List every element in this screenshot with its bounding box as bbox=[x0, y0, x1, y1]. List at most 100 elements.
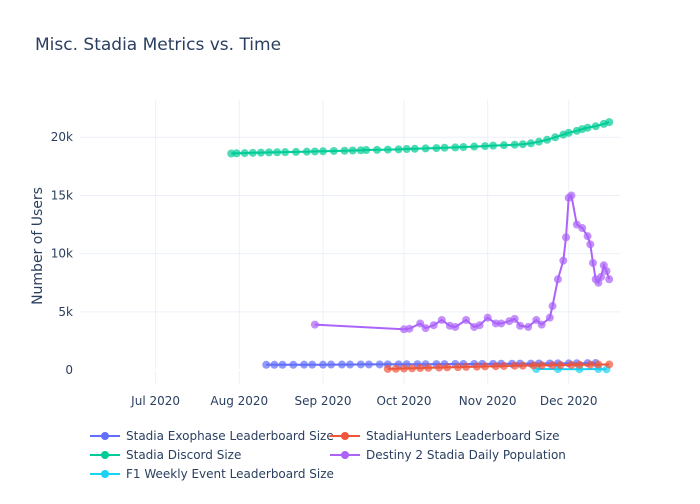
data-point bbox=[605, 118, 613, 126]
data-point bbox=[279, 361, 287, 369]
data-point bbox=[519, 362, 527, 370]
legend-swatch-marker bbox=[341, 451, 349, 459]
data-point bbox=[422, 324, 430, 332]
data-point bbox=[462, 316, 470, 324]
data-point bbox=[592, 122, 600, 130]
data-point bbox=[405, 325, 413, 333]
data-point bbox=[330, 147, 338, 155]
data-point bbox=[500, 141, 508, 149]
legend-label: F1 Weekly Event Leaderboard Size bbox=[126, 467, 334, 481]
data-point bbox=[589, 259, 597, 267]
data-point bbox=[586, 361, 594, 369]
series-layer bbox=[227, 118, 613, 373]
data-point bbox=[430, 321, 438, 329]
data-point bbox=[538, 321, 546, 329]
data-point bbox=[594, 361, 602, 369]
data-point bbox=[384, 146, 392, 154]
data-point bbox=[416, 364, 424, 372]
legend-item[interactable]: Stadia Discord Size bbox=[90, 448, 241, 462]
legend-label: Stadia Exophase Leaderboard Size bbox=[126, 429, 334, 443]
data-point bbox=[384, 365, 392, 373]
data-point bbox=[549, 302, 557, 310]
x-tick-label: Nov 2020 bbox=[459, 394, 517, 408]
data-point bbox=[451, 323, 459, 331]
data-point bbox=[511, 141, 519, 149]
data-point bbox=[308, 361, 316, 369]
legend-swatch-marker bbox=[341, 432, 349, 440]
data-point bbox=[395, 145, 403, 153]
data-point bbox=[511, 362, 519, 370]
data-point bbox=[481, 142, 489, 150]
y-tick-label: 20k bbox=[51, 130, 73, 144]
chart-title: Misc. Stadia Metrics vs. Time bbox=[35, 35, 281, 55]
data-point bbox=[454, 363, 462, 371]
data-point bbox=[576, 361, 584, 369]
x-tick-label: Jul 2020 bbox=[130, 394, 180, 408]
data-point bbox=[543, 136, 551, 144]
data-point bbox=[535, 138, 543, 146]
data-point bbox=[349, 147, 357, 155]
data-point bbox=[289, 361, 297, 369]
data-point bbox=[435, 364, 443, 372]
data-point bbox=[605, 360, 613, 368]
data-point bbox=[373, 146, 381, 154]
data-point bbox=[303, 148, 311, 156]
data-point bbox=[459, 143, 467, 151]
data-point bbox=[462, 363, 470, 371]
data-point bbox=[500, 362, 508, 370]
data-point bbox=[497, 319, 505, 327]
data-point bbox=[586, 240, 594, 248]
data-point bbox=[422, 144, 430, 152]
data-point bbox=[557, 361, 565, 369]
legend-swatch-marker bbox=[101, 451, 109, 459]
data-point bbox=[605, 275, 613, 283]
data-point bbox=[481, 362, 489, 370]
data-point bbox=[233, 149, 241, 157]
data-point bbox=[603, 267, 611, 275]
data-point bbox=[327, 361, 335, 369]
legend-item[interactable]: StadiaHunters Leaderboard Size bbox=[330, 429, 560, 443]
data-point bbox=[265, 148, 273, 156]
data-point bbox=[262, 361, 270, 369]
data-point bbox=[257, 149, 265, 157]
data-point bbox=[357, 360, 365, 368]
data-point bbox=[365, 360, 373, 368]
data-point bbox=[578, 224, 586, 232]
legend-item[interactable]: Destiny 2 Stadia Daily Population bbox=[330, 448, 566, 462]
data-point bbox=[546, 314, 554, 322]
data-point bbox=[411, 145, 419, 153]
y-tick-label: 10k bbox=[51, 247, 73, 261]
data-point bbox=[584, 124, 592, 132]
legend-label: Stadia Discord Size bbox=[126, 448, 241, 462]
data-point bbox=[516, 322, 524, 330]
data-point bbox=[376, 360, 384, 368]
legend-item[interactable]: F1 Weekly Event Leaderboard Size bbox=[90, 467, 334, 481]
legend-label: Destiny 2 Stadia Daily Population bbox=[366, 448, 566, 462]
data-point bbox=[551, 133, 559, 141]
data-point bbox=[511, 315, 519, 323]
data-point bbox=[408, 364, 416, 372]
x-tick-label: Aug 2020 bbox=[210, 394, 268, 408]
data-point bbox=[338, 361, 346, 369]
data-point bbox=[400, 365, 408, 373]
data-point bbox=[432, 144, 440, 152]
y-tick-label: 5k bbox=[58, 305, 73, 319]
x-tick-label: Sep 2020 bbox=[295, 394, 352, 408]
data-point bbox=[441, 144, 449, 152]
data-point bbox=[403, 145, 411, 153]
y-axis-label: Number of Users bbox=[30, 187, 46, 305]
x-tick-label: Oct 2020 bbox=[376, 394, 431, 408]
data-point bbox=[527, 139, 535, 147]
legend-item[interactable]: Stadia Exophase Leaderboard Size bbox=[90, 429, 334, 443]
data-point bbox=[567, 361, 575, 369]
data-point bbox=[473, 363, 481, 371]
data-point bbox=[311, 147, 319, 155]
data-point bbox=[470, 143, 478, 151]
data-point bbox=[559, 257, 567, 265]
data-point bbox=[443, 363, 451, 371]
data-point bbox=[519, 140, 527, 148]
data-point bbox=[392, 365, 400, 373]
